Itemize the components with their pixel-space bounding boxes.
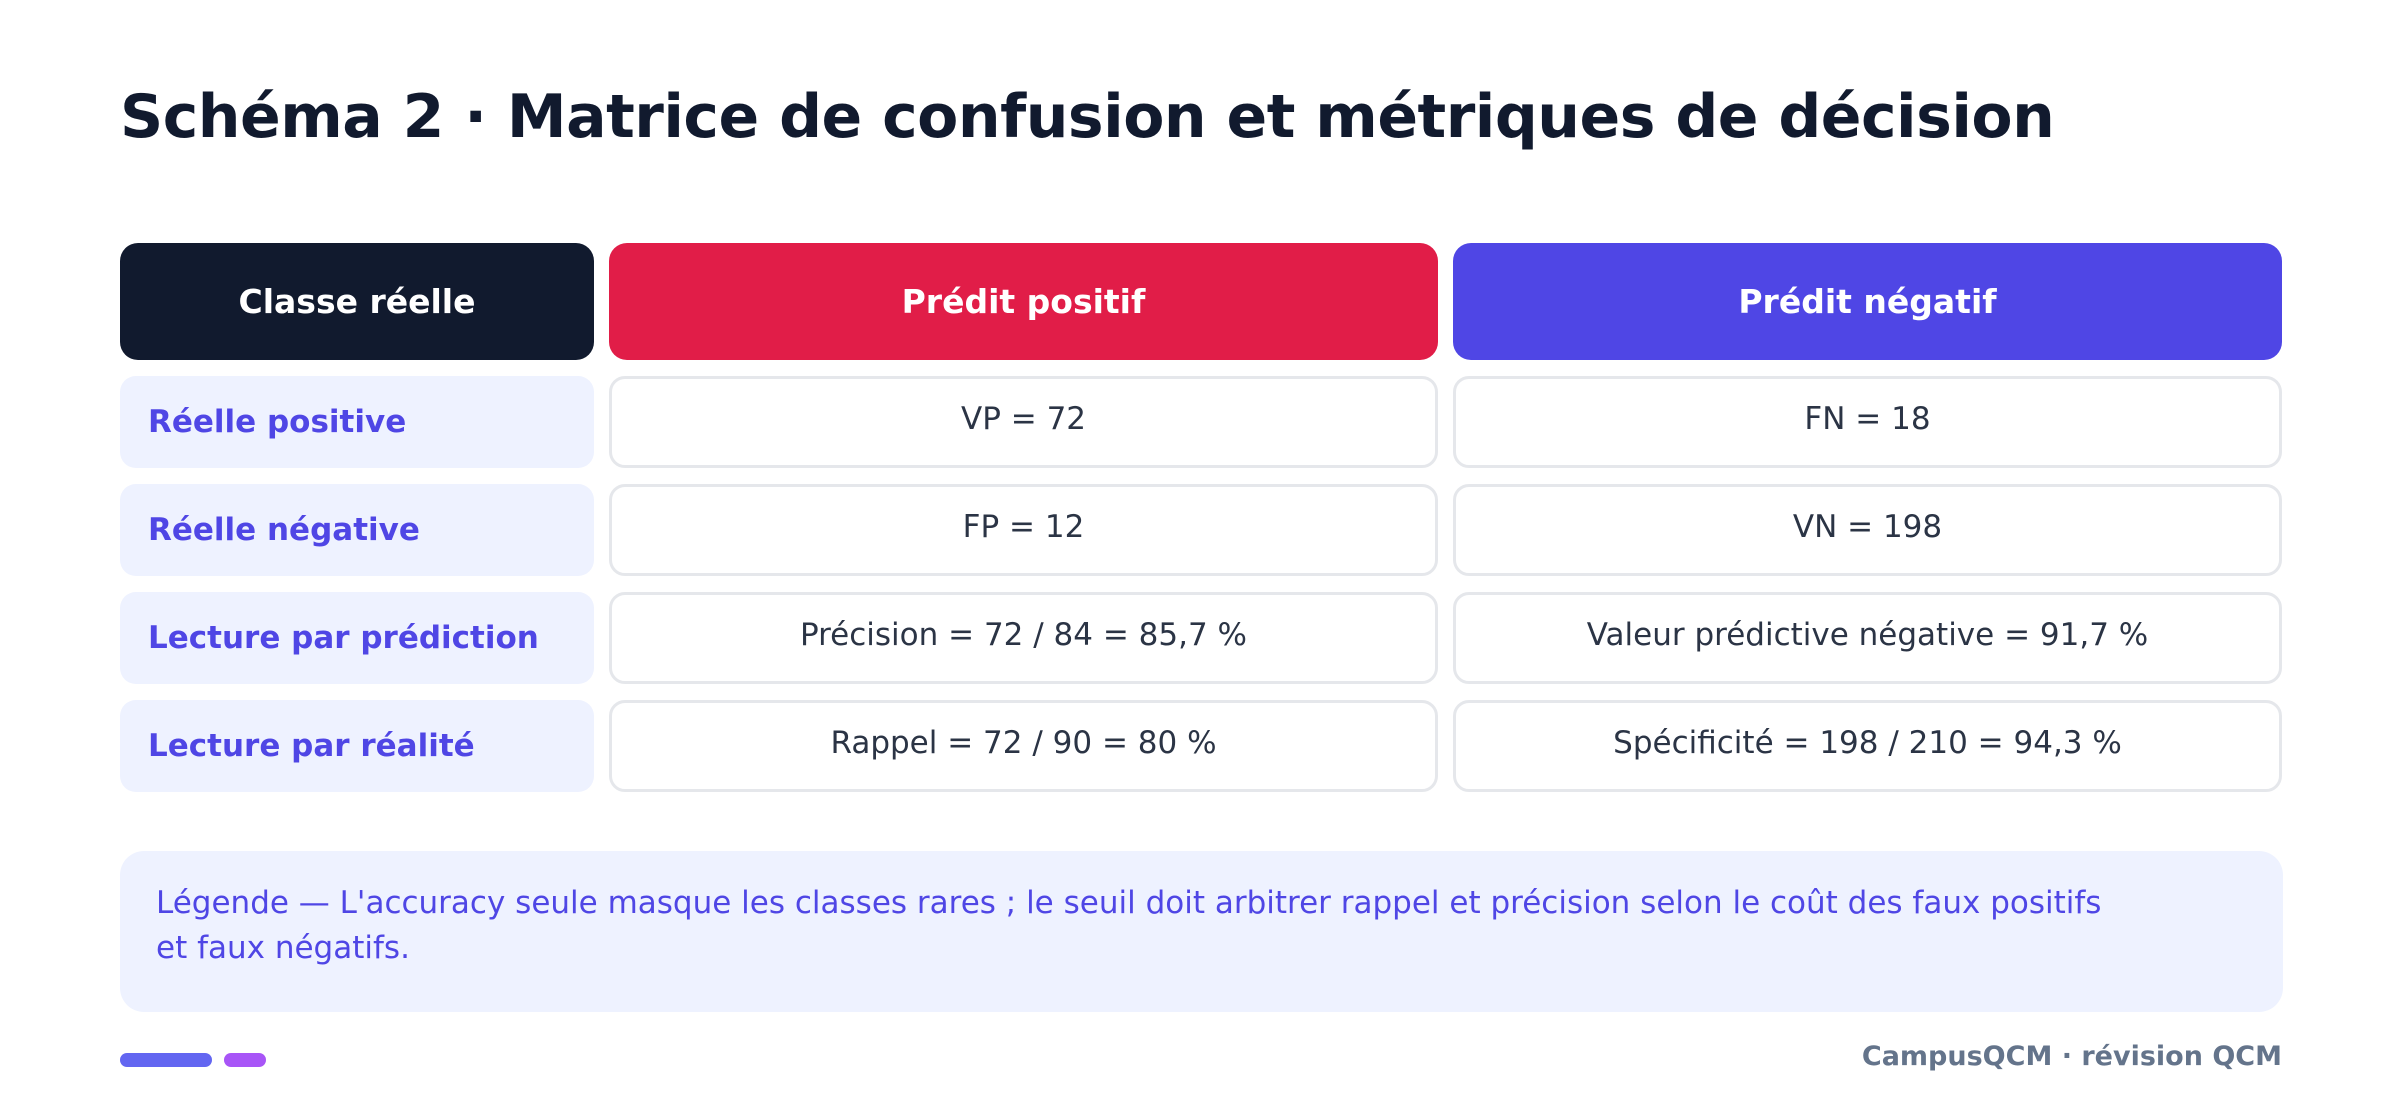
cell-specificity: Spécificité = 198 / 210 = 94,3 %: [1453, 700, 2282, 792]
confusion-matrix-table: Classe réelle Prédit positif Prédit néga…: [120, 243, 2283, 792]
header-predicted-negative: Prédit négatif: [1453, 243, 2282, 360]
cell-true-negative: VN = 198: [1453, 484, 2282, 576]
footer-brand: CampusQCM · révision QCM: [1861, 1041, 2282, 1072]
cell-precision: Précision = 72 / 84 = 85,7 %: [609, 592, 1438, 684]
header-predicted-positive: Prédit positif: [609, 243, 1438, 360]
cell-recall: Rappel = 72 / 90 = 80 %: [609, 700, 1438, 792]
cell-false-negative: FN = 18: [1453, 376, 2282, 468]
row-label-actual-positive: Réelle positive: [120, 376, 594, 468]
header-actual-class: Classe réelle: [120, 243, 594, 360]
row-label-reality-reading: Lecture par réalité: [120, 700, 594, 792]
accent-bar-primary: [120, 1053, 212, 1067]
legend-box: Légende — L'accuracy seule masque les cl…: [120, 851, 2283, 1012]
row-label-actual-negative: Réelle négative: [120, 484, 594, 576]
cell-false-positive: FP = 12: [609, 484, 1438, 576]
page-title: Schéma 2 · Matrice de confusion et métri…: [120, 82, 2055, 152]
legend-text: Légende — L'accuracy seule masque les cl…: [156, 885, 2102, 966]
cell-true-positive: VP = 72: [609, 376, 1438, 468]
row-label-prediction-reading: Lecture par prédiction: [120, 592, 594, 684]
cell-negative-predictive-value: Valeur prédictive négative = 91,7 %: [1453, 592, 2282, 684]
accent-bar-secondary: [224, 1053, 266, 1067]
